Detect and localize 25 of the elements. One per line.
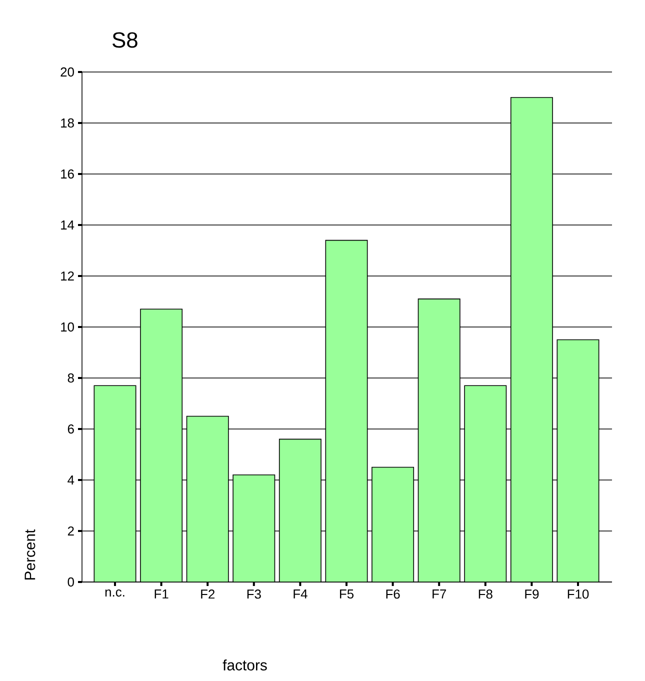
x-tick-label: F1 (154, 590, 168, 598)
y-axis-title: Percent (24, 529, 36, 580)
x-tick-label: F8 (478, 590, 492, 599)
x-tick-label: n.c. (105, 590, 124, 597)
y-tick-label: 20 (60, 67, 74, 77)
x-tick-label: F4 (294, 590, 308, 598)
x-tick-label: F6 (386, 590, 400, 599)
x-tick-label: F7 (432, 590, 446, 598)
x-tick-label: F3 (247, 590, 261, 599)
x-tick-label: F5 (340, 590, 354, 599)
x-axis-title: factors (222, 660, 267, 670)
y-tick-label: 4 (68, 476, 74, 484)
x-tick-label: F9 (525, 590, 539, 599)
y-tick-label: 14 (61, 220, 74, 230)
y-tick-label: 10 (61, 322, 74, 332)
y-tick-label: 6 (68, 424, 74, 434)
chart-title: S8 (112, 32, 138, 48)
y-tick-label: 2 (68, 526, 74, 536)
x-tick-label: F10 (568, 590, 589, 599)
y-tick-label: 0 (68, 577, 74, 587)
y-tick-label: 12 (61, 271, 74, 281)
x-tick-label: F2 (201, 590, 215, 599)
y-tick-label: 8 (68, 373, 74, 383)
y-tick-label: 18 (61, 118, 74, 128)
y-tick-label: 16 (61, 169, 74, 179)
